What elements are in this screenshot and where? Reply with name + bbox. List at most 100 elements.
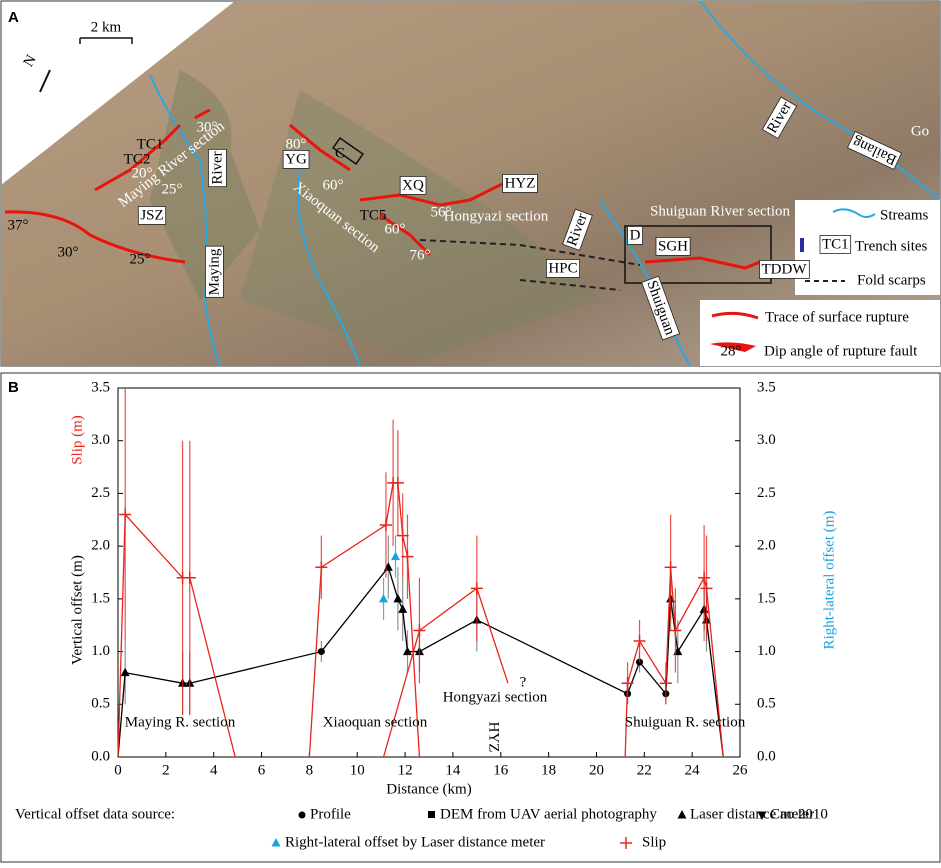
x-tick-label: 14 <box>445 762 461 778</box>
label-box <box>847 130 903 170</box>
plus-marker <box>659 677 672 690</box>
legend-symbol <box>677 810 687 819</box>
y-tick-label: 3.0 <box>91 432 110 448</box>
x-tick-label: 8 <box>306 762 314 778</box>
map-label-group: XQ <box>399 176 427 195</box>
map-label-group: Hongyazi section <box>444 208 549 224</box>
legend-bg <box>795 200 940 295</box>
map-label-group: C <box>335 145 345 161</box>
y-tick-label: 3.5 <box>91 379 110 395</box>
map-label: YG <box>285 151 307 167</box>
y-tick-label: 0.5 <box>91 696 110 712</box>
map-label: 30° <box>197 119 218 135</box>
legend-label: Right-lateral offset by Laser distance m… <box>285 834 545 850</box>
map-label: Hongyazi section <box>444 208 549 224</box>
map-label: TC1 <box>137 136 164 152</box>
map-label-group: Maying <box>205 245 224 298</box>
map-label: 25° <box>162 181 183 197</box>
y2-tick-label: 1.5 <box>757 590 776 606</box>
x-tick-label: 16 <box>493 762 509 778</box>
annotation: Xiaoquan section <box>323 714 428 730</box>
legend-trench <box>800 238 804 252</box>
plus-marker <box>669 624 682 637</box>
label-box <box>502 174 538 193</box>
map-label-group: 56° <box>431 204 452 220</box>
map-label: TDDW <box>762 261 808 277</box>
legend-symbol <box>757 811 767 820</box>
map-label-group: 76° <box>410 247 431 263</box>
y2-axis-label: Right-lateral offset (m) <box>821 511 837 650</box>
map-label: C <box>335 145 345 161</box>
legend-label: DEM from UAV aerial photography <box>440 806 657 822</box>
legend-bg <box>700 300 940 366</box>
map-label-group: Go <box>911 123 929 139</box>
map-label-group: Shuiguan River section <box>650 203 790 219</box>
triangle-marker <box>398 604 408 613</box>
y-tick-label: 0.0 <box>91 748 110 764</box>
map-label: Shuiguan River section <box>650 203 790 219</box>
x-tick-label: 0 <box>114 762 122 778</box>
plus-marker <box>621 677 634 690</box>
stream <box>699 0 941 201</box>
map-label-group: JSZ <box>137 206 167 225</box>
x-tick-label: 10 <box>350 762 365 778</box>
triangle-marker <box>393 593 403 603</box>
map-label: River <box>209 151 225 184</box>
y-tick-label: 2.5 <box>91 485 110 501</box>
label-box <box>759 260 810 279</box>
label-box <box>282 150 310 169</box>
y2-tick-label: 1.0 <box>757 643 776 659</box>
plus-marker <box>633 635 646 648</box>
triangle-marker <box>120 667 130 677</box>
x-tick-label: 18 <box>541 762 556 778</box>
annotation: Shuiguan R. section <box>625 714 746 730</box>
chart: B0 2 4 6 8 10 12 14 16 18 20 22 24 260.00.51.01.52.02… <box>8 379 837 850</box>
label-box <box>761 96 798 139</box>
label-box <box>137 206 167 225</box>
map-legend-label: TC1 <box>822 236 849 252</box>
map-legend-label: Dip angle of rupture fault <box>764 343 918 359</box>
plus-marker <box>396 529 409 542</box>
map-legend-label: 28° <box>721 343 742 359</box>
x-tick-label: 12 <box>398 762 413 778</box>
map-legend-label: Streams <box>880 207 928 223</box>
map-label: 56° <box>431 204 452 220</box>
annotation: ? <box>520 674 527 690</box>
x-tick-label: 26 <box>733 762 749 778</box>
annotation: Maying R. section <box>125 714 236 730</box>
map-label: 60° <box>323 177 344 193</box>
legend-dip <box>710 342 756 352</box>
map-label-group: 20° <box>132 165 153 181</box>
series <box>379 535 401 620</box>
map-label-group: River <box>208 148 227 188</box>
panel-label: A <box>8 9 19 26</box>
map-label-group: 37° <box>8 217 29 233</box>
plus-marker <box>183 571 196 584</box>
label-box <box>627 226 643 245</box>
plus-marker <box>664 561 677 574</box>
label-box <box>205 245 224 298</box>
legend-label: Profile <box>310 806 351 822</box>
label-box <box>562 208 593 251</box>
map-label: HPC <box>548 260 577 276</box>
legend-prefix: Vertical offset data source: <box>15 806 175 822</box>
map-label: 37° <box>8 217 29 233</box>
legend-label: Laser distance meter <box>690 806 814 822</box>
map-label-group: HYZ <box>502 174 538 193</box>
label-box <box>208 148 227 188</box>
y2-tick-label: 2.5 <box>757 485 776 501</box>
legend-trace <box>711 311 759 320</box>
x-axis-label: Distance (km) <box>386 781 471 797</box>
map-label: XQ <box>402 177 424 193</box>
legend-symbol <box>620 837 632 849</box>
map-label-group: SGH <box>655 237 691 256</box>
label-box <box>819 235 852 254</box>
y-axis-label-slip: Slip (m) <box>69 415 85 465</box>
y2-tick-label: 0.0 <box>757 748 776 764</box>
map-label-group: HPC <box>546 259 580 278</box>
map-legend-label: Trace of surface rupture <box>765 309 909 325</box>
map-label-group: TC2 <box>124 151 151 167</box>
map-label: HYZ <box>505 175 536 191</box>
map-label: 20° <box>132 165 153 181</box>
